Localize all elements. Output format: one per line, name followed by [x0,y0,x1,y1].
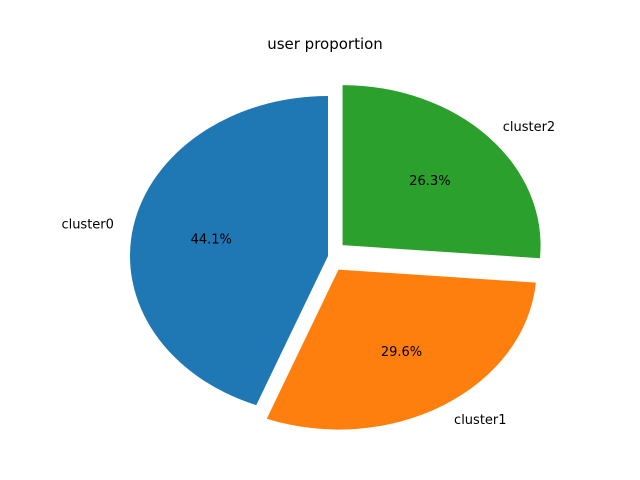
pie-percent-label-cluster2: 26.3% [409,174,450,189]
pie-percent-label-cluster0: 44.1% [191,232,232,247]
chart-title: user proportion [267,35,383,53]
pie-slice-cluster1 [266,269,536,430]
pie-slices [130,85,541,430]
pie-category-label-cluster2: cluster2 [503,120,555,135]
pie-category-label-cluster0: cluster0 [61,218,113,233]
pie-slice-cluster0 [130,96,328,406]
pie-percent-label-cluster1: 29.6% [381,345,422,360]
pie-labels: 44.1% cluster0 29.6% cluster1 26.3% cluster2 [61,120,555,428]
pie-slice-cluster2 [342,85,541,259]
pie-category-label-cluster1: cluster1 [454,413,506,428]
